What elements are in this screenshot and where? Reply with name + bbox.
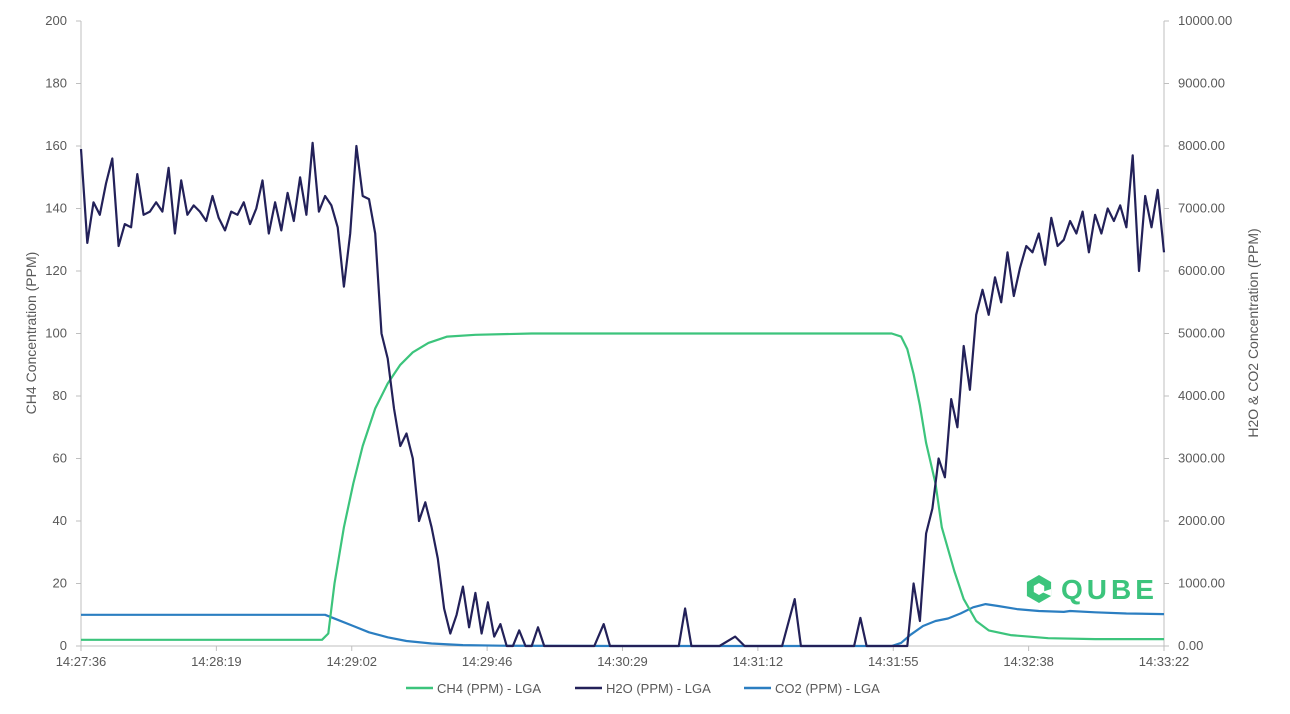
x-tick-label: 14:27:36 <box>56 654 107 669</box>
legend: CH4 (PPM) - LGA H2O (PPM) - LGA CO2 (PPM) … <box>406 681 880 696</box>
right-tick-label: 0.00 <box>1178 638 1203 653</box>
right-tick-label: 6000.00 <box>1178 263 1225 278</box>
series-line-ch4 <box>81 332 1164 641</box>
left-axis-ticks: 0 20 40 60 80 100 120 140 160 180 200 <box>45 13 81 653</box>
right-tick-label: 5000.00 <box>1178 326 1225 341</box>
x-tick-label: 14:29:02 <box>326 654 377 669</box>
legend-label-h2o: H2O (PPM) - LGA <box>606 681 711 696</box>
x-tick-label: 14:32:38 <box>1003 654 1054 669</box>
left-tick-label: 120 <box>45 263 67 278</box>
x-tick-label: 14:28:19 <box>191 654 242 669</box>
right-tick-label: 7000.00 <box>1178 201 1225 216</box>
right-tick-label: 2000.00 <box>1178 513 1225 528</box>
x-tick-label: 14:30:29 <box>597 654 648 669</box>
right-tick-label: 4000.00 <box>1178 388 1225 403</box>
left-tick-label: 20 <box>53 576 67 591</box>
left-tick-label: 80 <box>53 388 67 403</box>
left-tick-label: 160 <box>45 138 67 153</box>
legend-label-ch4: CH4 (PPM) - LGA <box>437 681 541 696</box>
right-tick-label: 10000.00 <box>1178 13 1232 28</box>
left-axis-title: CH4 Concentration (PPM) <box>23 252 39 415</box>
left-tick-label: 0 <box>60 638 67 653</box>
right-tick-label: 9000.00 <box>1178 76 1225 91</box>
qube-logo-icon <box>1026 575 1052 603</box>
left-tick-label: 140 <box>45 201 67 216</box>
right-axis-title: H2O & CO2 Concentration (PPM) <box>1245 228 1261 437</box>
x-axis-ticks: 14:27:36 14:28:19 14:29:02 14:29:46 14:30:29… <box>56 646 1190 669</box>
series-line-h2o <box>79 141 1166 648</box>
right-tick-label: 8000.00 <box>1178 138 1225 153</box>
x-tick-label: 14:31:55 <box>868 654 919 669</box>
right-tick-label: 3000.00 <box>1178 451 1225 466</box>
left-tick-label: 180 <box>45 76 67 91</box>
right-axis-ticks: 0.00 1000.00 2000.00 3000.00 4000.00 5000.00 6… <box>1164 13 1232 653</box>
x-tick-label: 14:31:12 <box>733 654 784 669</box>
qube-logo: QUBE <box>1026 574 1158 605</box>
series-layer <box>79 141 1166 648</box>
left-tick-label: 100 <box>45 326 67 341</box>
series-line-co2 <box>81 603 1165 648</box>
left-tick-label: 200 <box>45 13 67 28</box>
right-tick-label: 1000.00 <box>1178 576 1225 591</box>
left-tick-label: 40 <box>53 513 67 528</box>
qube-logo-text: QUBE <box>1061 574 1158 605</box>
legend-label-co2: CO2 (PPM) - LGA <box>775 681 880 696</box>
x-tick-label: 14:33:22 <box>1139 654 1190 669</box>
left-tick-label: 60 <box>53 451 67 466</box>
x-tick-label: 14:29:46 <box>462 654 513 669</box>
